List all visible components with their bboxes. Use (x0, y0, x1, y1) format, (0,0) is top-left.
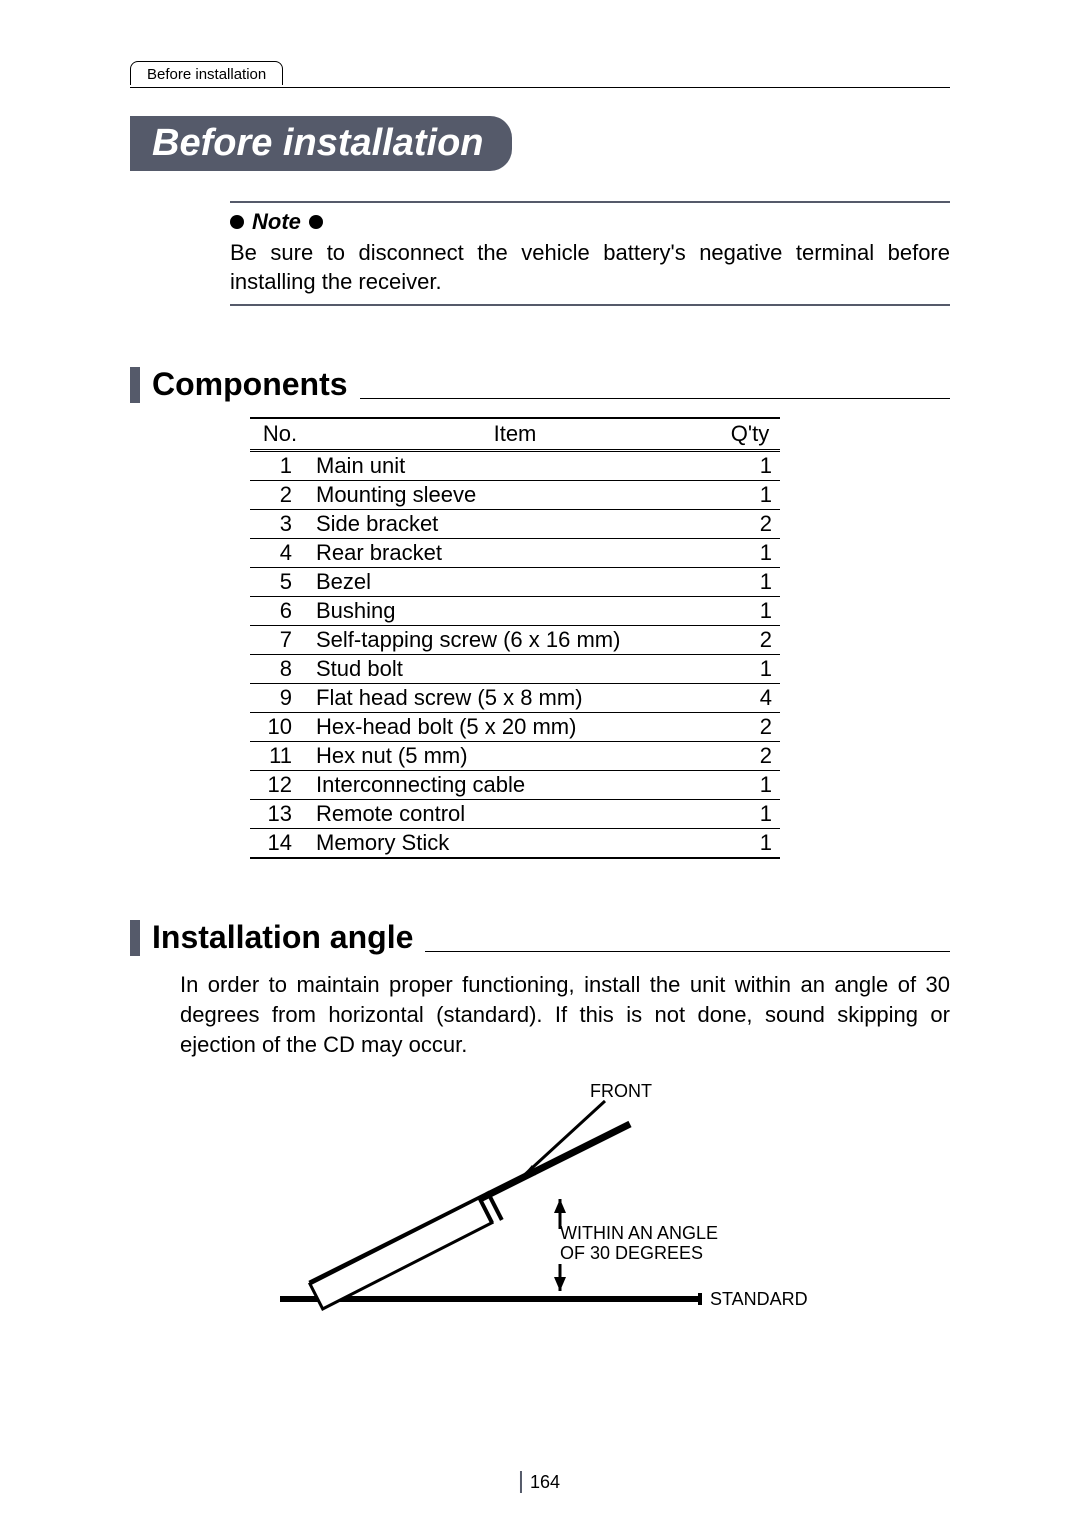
note-block: Note Be sure to disconnect the vehicle b… (230, 201, 950, 306)
cell-item: Mounting sleeve (310, 481, 720, 510)
cell-qty: 1 (720, 655, 780, 684)
cell-qty: 2 (720, 713, 780, 742)
table-row: 5Bezel1 (250, 568, 780, 597)
table-row: 10Hex-head bolt (5 x 20 mm)2 (250, 713, 780, 742)
cell-no: 1 (250, 451, 310, 481)
col-header-item: Item (310, 418, 720, 451)
bullet-icon (309, 215, 323, 229)
section-rule (425, 951, 950, 952)
table-row: 14Memory Stick1 (250, 829, 780, 859)
diagram-label-angle-line2: OF 30 DEGREES (560, 1243, 703, 1263)
unit-body-group (309, 1192, 502, 1311)
cell-no: 5 (250, 568, 310, 597)
cell-item: Hex-head bolt (5 x 20 mm) (310, 713, 720, 742)
cell-qty: 1 (720, 597, 780, 626)
diagram-label-front: FRONT (590, 1081, 652, 1101)
cell-qty: 2 (720, 510, 780, 539)
components-table: No. Item Q'ty 1Main unit12Mounting sleev… (250, 417, 780, 859)
cell-item: Bushing (310, 597, 720, 626)
cell-no: 7 (250, 626, 310, 655)
components-table-wrap: No. Item Q'ty 1Main unit12Mounting sleev… (250, 417, 950, 859)
cell-no: 3 (250, 510, 310, 539)
section-accent-bar (130, 920, 140, 956)
unit-body-rect (310, 1198, 492, 1309)
cell-no: 11 (250, 742, 310, 771)
table-row: 2Mounting sleeve1 (250, 481, 780, 510)
table-row: 7Self-tapping screw (6 x 16 mm)2 (250, 626, 780, 655)
diagram-label-angle-line1: WITHIN AN ANGLE (560, 1223, 718, 1243)
bullet-icon (230, 215, 244, 229)
cell-item: Flat head screw (5 x 8 mm) (310, 684, 720, 713)
table-row: 1Main unit1 (250, 451, 780, 481)
page-number-value: 164 (530, 1472, 560, 1493)
diagram-label-standard: STANDARD (710, 1289, 808, 1309)
table-row: 4Rear bracket1 (250, 539, 780, 568)
cell-no: 6 (250, 597, 310, 626)
cell-item: Rear bracket (310, 539, 720, 568)
cell-qty: 1 (720, 451, 780, 481)
cell-item: Side bracket (310, 510, 720, 539)
cell-qty: 2 (720, 742, 780, 771)
table-row: 6Bushing1 (250, 597, 780, 626)
cell-no: 13 (250, 800, 310, 829)
cell-item: Stud bolt (310, 655, 720, 684)
section-rule (360, 398, 950, 399)
note-heading: Note (230, 209, 950, 235)
note-body-text: Be sure to disconnect the vehicle batter… (230, 239, 950, 296)
cell-qty: 1 (720, 568, 780, 597)
installation-angle-diagram: FRONT WITHIN AN ANGLE OF 30 DEGREES STAN… (260, 1079, 820, 1344)
angle-arrow-up-head (554, 1199, 566, 1213)
components-section-title: Components (152, 366, 348, 403)
cell-no: 8 (250, 655, 310, 684)
cell-item: Interconnecting cable (310, 771, 720, 800)
cell-no: 10 (250, 713, 310, 742)
table-header-row: No. Item Q'ty (250, 418, 780, 451)
cell-qty: 2 (720, 626, 780, 655)
section-title-row: Installation angle (130, 919, 950, 956)
cell-item: Bezel (310, 568, 720, 597)
table-row: 11Hex nut (5 mm)2 (250, 742, 780, 771)
table-row: 12Interconnecting cable1 (250, 771, 780, 800)
cell-no: 9 (250, 684, 310, 713)
table-row: 13Remote control1 (250, 800, 780, 829)
page-header-tab: Before installation (130, 61, 283, 85)
cell-qty: 1 (720, 771, 780, 800)
page-header-tab-strip: Before installation (130, 60, 950, 88)
section-accent-bar (130, 367, 140, 403)
table-row: 3Side bracket2 (250, 510, 780, 539)
col-header-qty: Q'ty (720, 418, 780, 451)
col-header-no: No. (250, 418, 310, 451)
table-row: 8Stud bolt1 (250, 655, 780, 684)
cell-item: Memory Stick (310, 829, 720, 859)
angle-arrow-down-head (554, 1277, 566, 1291)
installation-angle-body: In order to maintain proper functioning,… (180, 970, 950, 1059)
page-number-accent-bar (520, 1471, 522, 1493)
cell-item: Self-tapping screw (6 x 16 mm) (310, 626, 720, 655)
cell-qty: 1 (720, 539, 780, 568)
section-title-row: Components (130, 366, 950, 403)
table-row: 9Flat head screw (5 x 8 mm)4 (250, 684, 780, 713)
cell-qty: 4 (720, 684, 780, 713)
cell-qty: 1 (720, 800, 780, 829)
cell-item: Main unit (310, 451, 720, 481)
note-label: Note (252, 209, 301, 235)
main-title: Before installation (130, 116, 512, 171)
cell-no: 12 (250, 771, 310, 800)
angle-diagram-svg: FRONT WITHIN AN ANGLE OF 30 DEGREES STAN… (260, 1079, 820, 1339)
cell-no: 2 (250, 481, 310, 510)
cell-qty: 1 (720, 481, 780, 510)
installation-angle-section-title: Installation angle (152, 919, 413, 956)
cell-item: Remote control (310, 800, 720, 829)
cell-item: Hex nut (5 mm) (310, 742, 720, 771)
page-number: 164 (520, 1471, 560, 1493)
cell-no: 14 (250, 829, 310, 859)
cell-qty: 1 (720, 829, 780, 859)
cell-no: 4 (250, 539, 310, 568)
